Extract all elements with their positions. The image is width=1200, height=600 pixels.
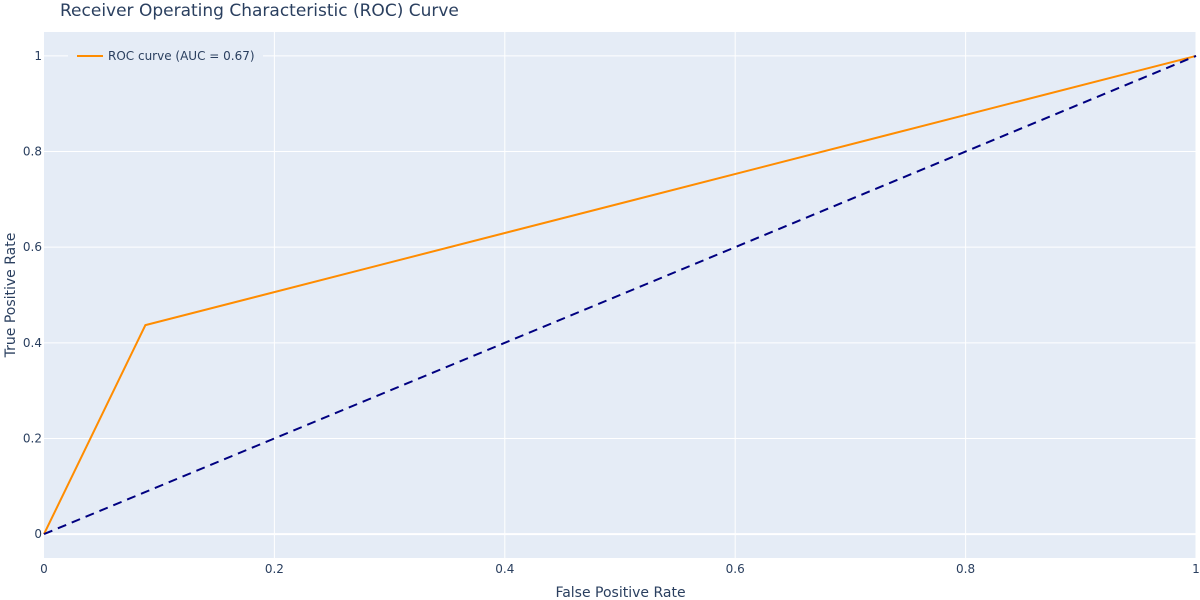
chart-title: Receiver Operating Characteristic (ROC) … bbox=[60, 1, 459, 21]
series-lines bbox=[43, 54, 1197, 536]
tick-labels: 0 0.2 0.4 0.6 0.8 1 0 0.2 0.4 0.6 0.8 1 bbox=[23, 49, 1200, 576]
y-tick-label: 0.6 bbox=[23, 240, 42, 254]
grid-lines bbox=[44, 32, 1197, 558]
y-tick-label: 1 bbox=[34, 49, 42, 63]
y-tick-label: 0.8 bbox=[23, 145, 42, 159]
x-tick-label: 0.2 bbox=[265, 562, 284, 576]
x-tick-label: 0.8 bbox=[956, 562, 975, 576]
y-tick-label: 0 bbox=[34, 527, 42, 541]
legend-label-roc: ROC curve (AUC = 0.67) bbox=[108, 49, 255, 63]
y-tick-label: 0.2 bbox=[23, 431, 42, 445]
x-tick-label: 1 bbox=[1192, 562, 1200, 576]
series-line-roc[interactable] bbox=[43, 54, 1197, 535]
x-tick-label: 0.4 bbox=[495, 562, 514, 576]
x-axis-title: False Positive Rate bbox=[555, 585, 685, 600]
y-tick-label: 0.4 bbox=[23, 336, 42, 350]
y-axis-title: True Positive Rate bbox=[3, 233, 19, 359]
x-tick-label: 0 bbox=[40, 562, 48, 576]
x-tick-label: 0.6 bbox=[726, 562, 745, 576]
series-line-random[interactable] bbox=[43, 54, 1197, 536]
legend[interactable]: ROC curve (AUC = 0.67) bbox=[68, 42, 263, 70]
